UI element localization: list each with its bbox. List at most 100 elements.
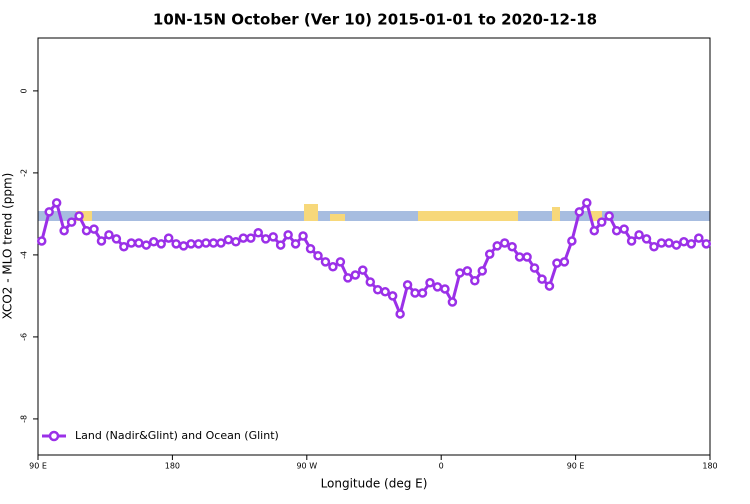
- data-point: [679, 237, 689, 247]
- data-point: [387, 291, 398, 301]
- data-point: [358, 265, 368, 275]
- data-point: [395, 309, 405, 319]
- data-point: [499, 238, 510, 248]
- data-point: [589, 225, 600, 236]
- data-point: [81, 225, 92, 236]
- data-point: [417, 288, 428, 298]
- y-tick-label: -8: [20, 415, 29, 423]
- data-point: [208, 238, 219, 248]
- data-point: [171, 239, 181, 249]
- data-point: [305, 244, 316, 254]
- data-point: [559, 257, 570, 267]
- data-point: [223, 234, 234, 245]
- data-point: [596, 217, 607, 227]
- data-point: [290, 239, 301, 249]
- data-point: [268, 232, 278, 242]
- data-point: [335, 257, 346, 267]
- data-point: [36, 236, 47, 246]
- y-axis-label: XCO2 - MLO trend (ppm): [1, 173, 15, 320]
- data-point: [343, 273, 353, 283]
- data-point: [260, 234, 271, 244]
- data-point: [402, 280, 413, 290]
- data-point: [238, 233, 249, 243]
- legend-marker: [48, 430, 60, 442]
- data-point: [604, 211, 614, 221]
- data-point: [514, 252, 525, 262]
- data-point: [119, 241, 129, 252]
- data-point: [246, 233, 256, 243]
- data-point: [96, 236, 107, 246]
- data-point: [201, 238, 211, 248]
- data-point: [313, 250, 323, 261]
- data-point: [477, 266, 488, 276]
- data-point: [462, 266, 473, 276]
- data-point: [611, 225, 622, 236]
- data-point: [141, 240, 152, 250]
- data-point: [656, 238, 667, 248]
- legend: Land (Nadir&Glint) and Ocean (Glint): [42, 429, 279, 442]
- data-point: [529, 263, 540, 273]
- data-point: [350, 270, 361, 280]
- x-tick-label: 180: [165, 462, 180, 471]
- data-point: [320, 257, 331, 267]
- data-point: [671, 240, 682, 250]
- data-point: [372, 285, 383, 295]
- data-point: [455, 268, 465, 278]
- data-point: [104, 230, 114, 240]
- data-point: [283, 230, 293, 240]
- data-point: [44, 207, 54, 217]
- data-point: [163, 233, 174, 243]
- y-tick-label: -4: [20, 251, 29, 259]
- data-point: [574, 207, 585, 217]
- x-tick-label: 180: [702, 462, 717, 471]
- data-point: [447, 297, 458, 307]
- data-point: [178, 241, 189, 251]
- x-tick-label: 90 W: [296, 462, 317, 471]
- data-point: [582, 198, 592, 208]
- legend-label: Land (Nadir&Glint) and Ocean (Glint): [75, 429, 279, 442]
- data-point: [253, 228, 264, 238]
- data-point: [492, 241, 502, 251]
- x-axis-label: Longitude (deg E): [321, 477, 428, 491]
- data-point: [59, 225, 69, 236]
- data-point: [148, 237, 159, 247]
- data-point: [432, 282, 443, 292]
- data-point: [298, 231, 308, 241]
- data-point: [425, 278, 435, 288]
- data-point: [89, 224, 99, 234]
- data-point: [186, 239, 196, 249]
- data-point: [111, 234, 122, 244]
- data-point: [619, 224, 629, 234]
- data-point: [156, 239, 166, 249]
- data-point: [649, 241, 659, 252]
- data-point: [537, 274, 547, 284]
- data-point: [193, 239, 204, 249]
- data-point: [686, 239, 697, 249]
- data-point: [507, 241, 517, 252]
- data-point: [544, 281, 555, 291]
- y-tick-label: -6: [20, 333, 29, 341]
- data-point: [470, 275, 480, 286]
- data-point: [380, 287, 390, 297]
- data-point: [126, 238, 137, 248]
- x-tick-label: 90 E: [567, 462, 585, 471]
- x-tick-label: 0: [439, 462, 444, 471]
- data-point: [484, 249, 495, 259]
- data-point: [328, 262, 338, 272]
- data-point: [567, 236, 577, 246]
- data-point: [522, 252, 532, 262]
- data-point: [552, 258, 562, 268]
- data-point: [641, 234, 652, 244]
- data-point: [216, 238, 226, 248]
- data-point: [365, 277, 376, 287]
- data-point: [626, 236, 637, 246]
- data-point: [664, 238, 674, 248]
- data-point: [440, 284, 450, 294]
- surface-mask-band: [38, 204, 710, 221]
- data-point: [694, 233, 704, 243]
- data-point: [134, 238, 144, 248]
- data-point: [410, 288, 420, 298]
- data-point: [701, 239, 712, 249]
- data-point: [74, 211, 84, 221]
